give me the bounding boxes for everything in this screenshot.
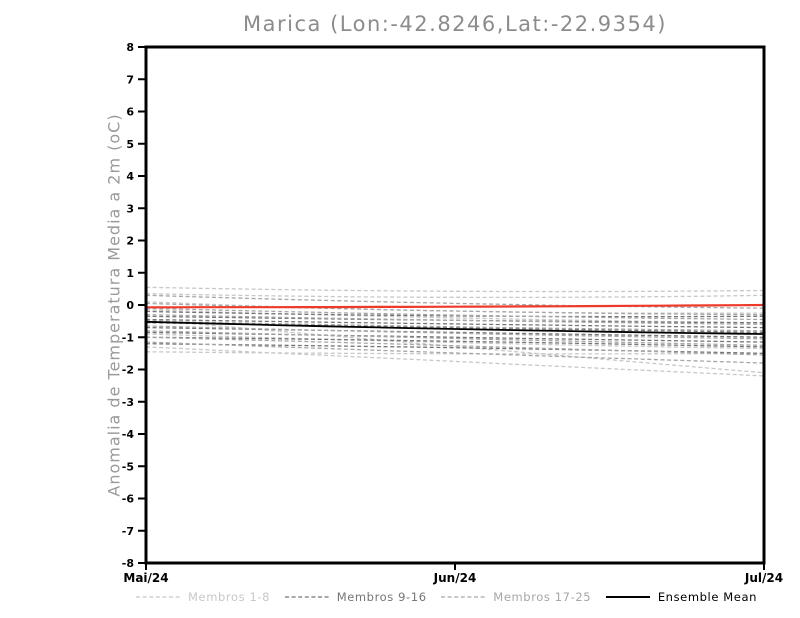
svg-text:-8: -8: [122, 557, 134, 570]
legend-line-sample-members-17-25: [441, 596, 486, 598]
svg-text:-6: -6: [122, 493, 135, 506]
svg-text:1: 1: [126, 267, 134, 280]
legend-item-label: Membros 1-8: [188, 590, 271, 604]
legend-item-label: Ensemble Mean: [657, 590, 757, 604]
legend-item-3: Ensemble Mean: [605, 590, 757, 604]
svg-text:-4: -4: [122, 428, 135, 441]
svg-text:-5: -5: [122, 460, 134, 473]
legend-line-sample-ensemble-mean: [605, 596, 650, 598]
legend-item-1: Membros 9-16: [284, 590, 427, 604]
legend-line-sample-members-1-8: [136, 596, 180, 598]
svg-text:Mai/24: Mai/24: [123, 571, 168, 585]
svg-text:-3: -3: [122, 396, 134, 409]
svg-text:-7: -7: [122, 525, 134, 538]
svg-text:-2: -2: [122, 364, 134, 377]
svg-text:8: 8: [126, 41, 134, 54]
svg-text:2: 2: [126, 235, 134, 248]
svg-text:3: 3: [126, 202, 134, 215]
svg-text:0: 0: [126, 299, 134, 312]
legend-item-2: Membros 17-25: [440, 590, 591, 604]
legend-line-sample-members-9-16: [284, 596, 329, 598]
svg-text:5: 5: [126, 138, 134, 151]
legend-item-label: Membros 17-25: [493, 590, 592, 604]
svg-text:Jun/24: Jun/24: [433, 571, 477, 585]
chart-title: Marica (Lon:-42.8246,Lat:-22.9354): [243, 12, 667, 36]
legend-item-0: Membros 1-8: [135, 590, 270, 604]
legend: Membros 1-8 Membros 9-16 Membros 17-25 E…: [135, 590, 757, 604]
svg-text:7: 7: [126, 73, 134, 86]
svg-text:Jul/24: Jul/24: [744, 571, 783, 585]
svg-text:6: 6: [126, 106, 134, 119]
svg-text:-1: -1: [122, 331, 134, 344]
svg-text:4: 4: [126, 170, 134, 183]
legend-item-label: Membros 9-16: [336, 590, 427, 604]
